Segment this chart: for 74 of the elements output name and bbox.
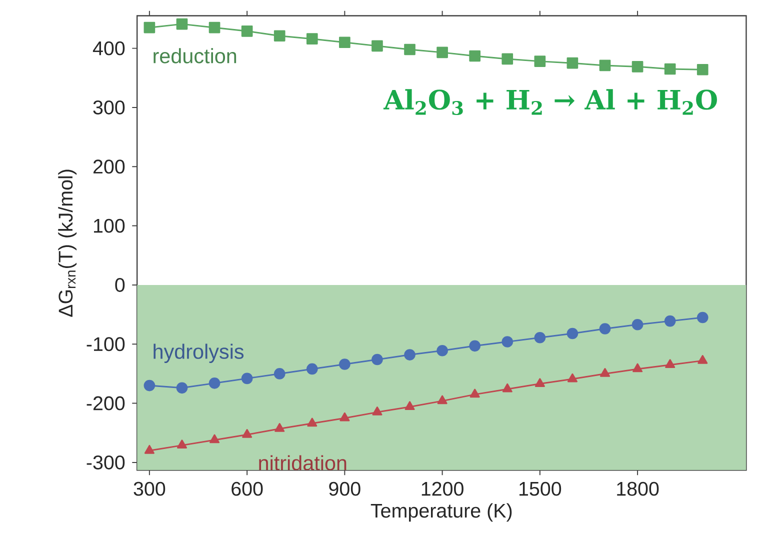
x-tick-label: 300: [134, 482, 166, 496]
point: [632, 363, 643, 372]
text: Al$_{2}$O$_{3}$ + H$_{2}$ → Al + H$_{2}$O: [383, 89, 717, 116]
point: [632, 60, 644, 72]
point: [340, 412, 350, 422]
point: [436, 46, 448, 58]
point: [534, 56, 546, 67]
point: [144, 380, 156, 392]
point: [469, 340, 481, 352]
point: [307, 418, 318, 427]
x-tick-label: 1500: [520, 482, 562, 496]
y-axis-title: ΔG$_{rxn}$(T) (kJ/mol): [58, 170, 77, 317]
y-tick-label: -300: [86, 455, 125, 470]
point: [144, 444, 154, 454]
y-tick-label: -200: [86, 396, 125, 410]
point: [566, 57, 578, 69]
point: [274, 368, 286, 380]
y-tick-label: 400: [92, 41, 125, 56]
series-label: nitridation: [259, 455, 346, 470]
point: [144, 22, 156, 34]
point: [566, 328, 578, 340]
x-tick-label: 1200: [422, 482, 464, 496]
point: [241, 25, 253, 37]
point: [534, 378, 545, 387]
point: [208, 378, 220, 389]
point: [502, 53, 514, 65]
point: [404, 349, 416, 360]
point: [176, 18, 188, 30]
point: [241, 372, 253, 384]
series-label: hydrolysis: [154, 344, 244, 364]
point: [210, 434, 220, 444]
point: [274, 30, 286, 42]
point: [306, 363, 318, 375]
y-tick-label: -100: [86, 337, 125, 352]
point: [599, 323, 611, 334]
x-axis-title: Temperature (K): [370, 503, 512, 522]
point: [176, 382, 188, 394]
point: [339, 36, 350, 48]
point: [372, 354, 383, 366]
point: [437, 395, 448, 404]
point: [502, 336, 514, 348]
x-tick-label: 1800: [617, 482, 659, 496]
y-tick-label: 300: [93, 100, 125, 114]
point: [502, 383, 512, 392]
point: [632, 318, 644, 330]
point: [664, 63, 676, 75]
point: [698, 355, 708, 364]
y-tick-label: 100: [94, 218, 125, 233]
x-tick-label: 900: [329, 482, 360, 496]
y-tick-label: 0: [115, 278, 125, 292]
point: [470, 388, 480, 398]
x-tick-label: 600: [232, 482, 263, 496]
point: [274, 423, 285, 432]
point: [339, 358, 350, 370]
point: [404, 44, 416, 56]
point: [404, 401, 415, 410]
point: [600, 368, 610, 377]
point: [372, 406, 382, 416]
point: [696, 312, 708, 324]
point: [567, 373, 578, 382]
point: [665, 359, 676, 368]
point: [436, 344, 448, 356]
point: [242, 428, 252, 438]
point: [599, 60, 611, 72]
point: [306, 33, 318, 45]
y-tick-label: 200: [93, 160, 125, 174]
point: [696, 64, 708, 76]
point: [664, 315, 676, 327]
point: [534, 332, 546, 344]
point: [469, 50, 481, 62]
series-label: reduction: [154, 48, 236, 64]
point: [372, 40, 383, 52]
point: [208, 22, 220, 34]
point: [176, 440, 187, 449]
